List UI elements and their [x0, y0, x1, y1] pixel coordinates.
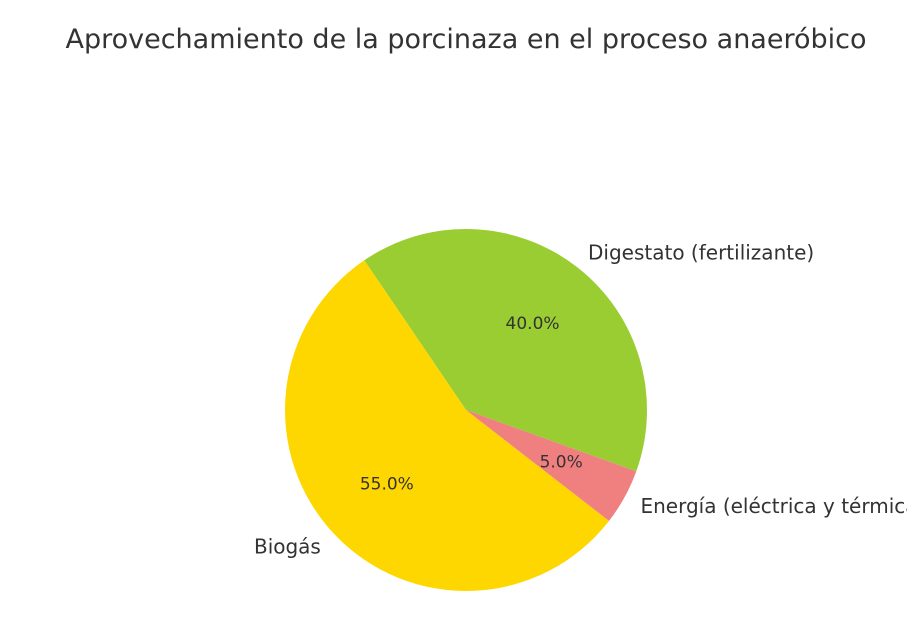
pie-labels: 40.0% Digestato (fertilizante) 55.0% Biogás… — [254, 241, 907, 559]
pie-category-label-biogas: Biogás — [254, 534, 321, 558]
pie-slice-biogas — [285, 260, 610, 591]
pie-category-label-energia-electrica-y-termica: Energía (eléctrica y térmica) — [640, 494, 907, 518]
pie-percent-label-digestato-fertilizante: 40.0% — [506, 314, 560, 334]
pie-slice-energia-electrica-y-termica — [466, 410, 637, 521]
pie-percent-label-energia-electrica-y-termica: 5.0% — [540, 452, 583, 472]
pie-slice-digestato-fertilizante — [364, 228, 647, 472]
pie-category-label-digestato-fertilizante: Digestato (fertilizante) — [588, 241, 814, 265]
pie-slices — [285, 228, 647, 591]
chart-title: Aprovechamiento de la porcinaza en el pr… — [65, 24, 866, 55]
pie-percent-label-biogas: 55.0% — [360, 474, 414, 494]
